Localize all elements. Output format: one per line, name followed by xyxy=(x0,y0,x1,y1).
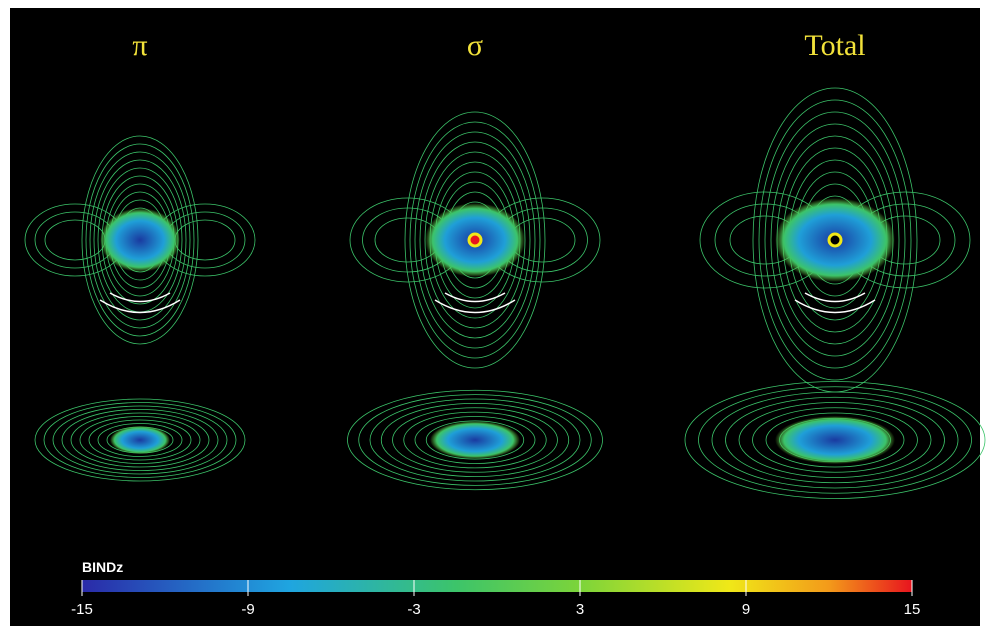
panel-title: σ xyxy=(467,29,483,62)
tick-label: 3 xyxy=(576,601,584,618)
core xyxy=(110,426,170,454)
tick-label: -15 xyxy=(71,601,93,618)
hotspot xyxy=(469,234,481,246)
tick-label: 15 xyxy=(904,601,921,618)
core xyxy=(430,421,520,459)
colorbar-label: BINDz xyxy=(82,559,123,575)
panel-title: Total xyxy=(804,29,865,62)
tick-label: 9 xyxy=(742,601,750,618)
colorbar xyxy=(82,580,912,592)
core xyxy=(100,208,180,272)
figure: π σ Total BINDz -15 -9 -3 3 9 15 xyxy=(0,0,989,638)
core xyxy=(775,416,895,464)
hotspot xyxy=(829,234,841,246)
panel-title: π xyxy=(132,29,147,62)
background xyxy=(10,8,980,626)
tick-label: -3 xyxy=(407,601,420,618)
tick-label: -9 xyxy=(241,601,254,618)
